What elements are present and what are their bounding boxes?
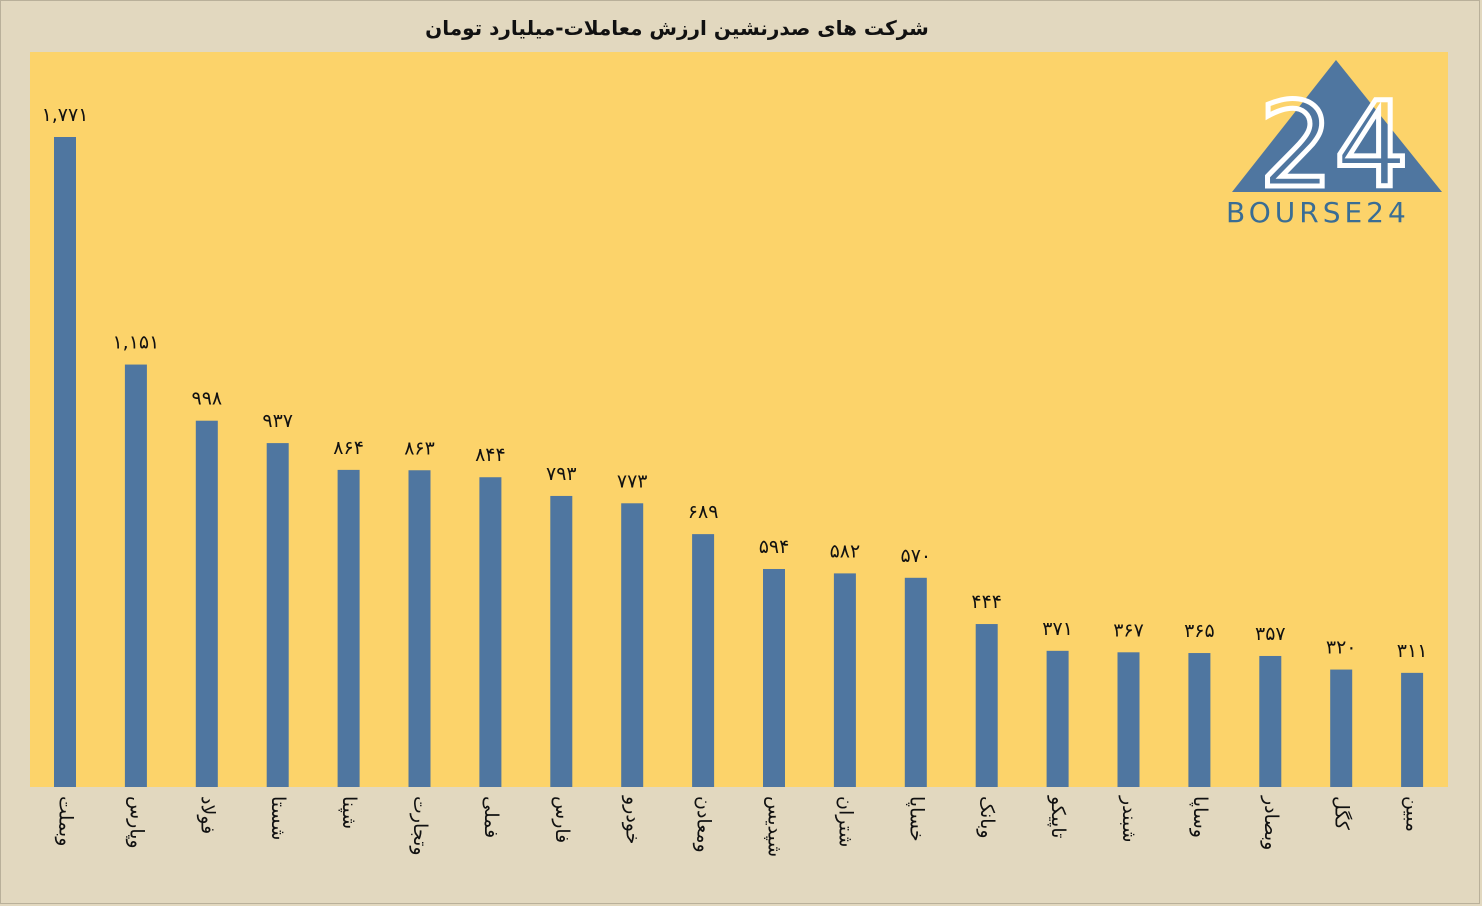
value-label-7: ۸۴۴	[475, 444, 506, 466]
bar-2	[124, 364, 147, 787]
value-label-11: ۵۹۴	[759, 536, 790, 558]
bar-14	[975, 624, 998, 787]
value-label-20: ۳۱۱	[1397, 640, 1428, 662]
category-label-16: شبندر	[1118, 795, 1140, 843]
bar-11	[763, 568, 785, 787]
value-label-14: ۴۴۴	[971, 591, 1002, 613]
bar-9	[621, 503, 644, 787]
value-label-17: ۳۶۵	[1184, 620, 1215, 642]
category-label-13: خساپا	[905, 796, 927, 842]
value-label-8: ۷۹۳	[546, 463, 577, 485]
bar-6	[408, 470, 431, 787]
category-label-8: فارس	[551, 796, 573, 843]
plot-area	[30, 52, 1448, 787]
bar-4	[266, 443, 289, 787]
category-label-9: خودرو	[622, 795, 644, 844]
bar-19	[1330, 669, 1353, 787]
logo-triangle	[1232, 60, 1442, 192]
value-label-5: ۸۶۴	[333, 437, 364, 459]
category-label-15: تاپیکو	[1047, 795, 1069, 838]
bar-17	[1188, 653, 1211, 787]
bourse24-logo: 24	[1232, 60, 1442, 217]
category-label-6: وتجارت	[409, 796, 431, 856]
value-label-10: ۶۸۹	[688, 501, 719, 523]
bar-15	[1046, 650, 1069, 787]
bar-13	[904, 577, 927, 787]
bar-8	[550, 495, 573, 787]
value-label-13: ۵۷۰	[900, 545, 931, 567]
category-label-2: وپارس	[125, 796, 147, 849]
bar-1	[54, 137, 76, 787]
value-label-3: ۹۹۸	[191, 388, 222, 410]
bar-5	[337, 469, 360, 787]
value-label-9: ۷۷۳	[617, 470, 648, 492]
category-label-1: وبملت	[55, 796, 77, 846]
value-label-2: ۱,۱۵۱	[112, 332, 159, 354]
category-label-17: وساپا	[1189, 796, 1211, 838]
bar-20	[1401, 672, 1424, 787]
category-label-3: فولاد	[196, 796, 218, 834]
bar-7	[479, 477, 502, 787]
category-label-12: شتران	[834, 796, 856, 847]
bar-10	[692, 534, 715, 787]
logo-number: 24	[1259, 76, 1409, 214]
value-label-16: ۳۶۷	[1113, 619, 1144, 641]
category-label-11: شپدیس	[764, 796, 786, 857]
category-label-4: شستا	[267, 796, 289, 840]
category-label-5: شپنا	[338, 796, 360, 829]
value-label-4: ۹۳۷	[262, 410, 293, 432]
value-label-15: ۳۷۱	[1042, 618, 1073, 640]
bar-3	[195, 420, 218, 787]
category-label-18: وبصادر	[1260, 795, 1282, 850]
category-label-10: ومعادن	[693, 796, 715, 853]
value-label-6: ۸۶۳	[404, 437, 435, 459]
category-label-14: وبانک	[976, 796, 998, 839]
chart-title: شرکت های صدرنشین ارزش معاملات-میلیارد تو…	[425, 16, 929, 40]
value-label-19: ۳۲۰	[1326, 637, 1357, 659]
bar-16	[1117, 652, 1140, 787]
value-label-1: ۱,۷۷۱	[42, 104, 89, 126]
logo-text: BOURSE24	[1226, 196, 1410, 229]
value-label-12: ۵۸۲	[830, 540, 861, 562]
category-label-20: مبین	[1402, 796, 1424, 832]
category-label-7: فملی	[480, 796, 502, 838]
value-label-18: ۳۵۷	[1255, 623, 1286, 645]
bar-18	[1259, 655, 1282, 787]
category-label-19: کگل	[1331, 796, 1354, 831]
bar-12	[833, 573, 856, 787]
